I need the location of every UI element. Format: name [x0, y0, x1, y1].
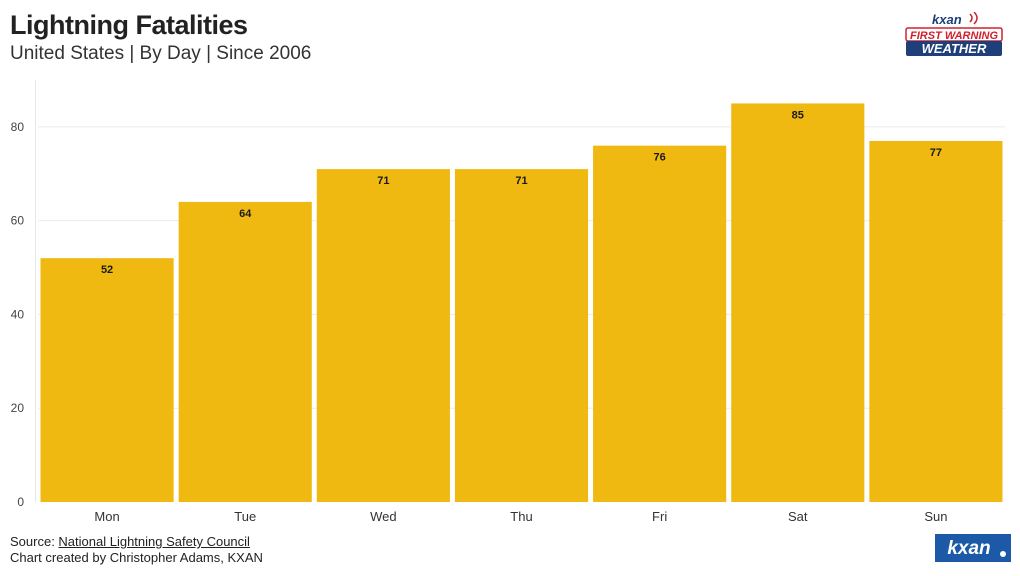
x-tick-label: Sat [788, 509, 808, 524]
bar-fri[interactable] [593, 145, 727, 502]
chart-credit: Chart created by Christopher Adams, KXAN [10, 550, 263, 565]
chart-subtitle: United States | By Day | Since 2006 [10, 43, 312, 64]
bar-wed[interactable] [316, 169, 450, 502]
x-tick-label: Wed [370, 509, 397, 524]
x-tick-label: Thu [510, 509, 532, 524]
logo-bottom-text: kxan [947, 538, 990, 559]
y-tick-label: 80 [11, 120, 25, 134]
kxan-first-warning-weather-logo: kxan FIRST WARNING WEATHER [905, 12, 1003, 56]
chart-title: Lightning Fatalities [10, 10, 248, 40]
x-tick-label: Sun [924, 509, 947, 524]
logo-line1-text: FIRST WARNING [910, 30, 998, 42]
source-line: Source: National Lightning Safety Counci… [10, 534, 250, 550]
data-label: 85 [792, 109, 804, 121]
data-labels: 52 64 71 71 76 85 77 [101, 109, 942, 276]
source-prefix: Source: [10, 534, 59, 549]
x-tick-labels: Mon Tue Wed Thu Fri Sat Sun [94, 509, 947, 524]
bar-sat[interactable] [731, 103, 865, 502]
data-label: 71 [515, 175, 527, 187]
y-tick-label: 20 [11, 401, 25, 415]
bar-sun[interactable] [869, 140, 1003, 502]
data-label: 71 [377, 175, 389, 187]
bar-tue[interactable] [178, 201, 312, 502]
bar-thu[interactable] [454, 169, 589, 502]
x-tick-label: Tue [234, 509, 256, 524]
x-tick-label: Mon [94, 509, 119, 524]
logo-brand-text: kxan [932, 12, 962, 27]
bars [40, 103, 1003, 502]
data-label: 77 [930, 147, 942, 159]
y-tick-labels: 0 20 40 60 80 [11, 120, 25, 509]
y-tick-label: 60 [11, 214, 25, 228]
data-label: 76 [654, 152, 666, 164]
kxan-logo: kxan [935, 534, 1011, 562]
y-tick-label: 0 [17, 495, 24, 509]
data-label: 52 [101, 264, 113, 276]
logo-line2-text: WEATHER [922, 41, 987, 56]
x-tick-label: Fri [652, 509, 667, 524]
source-link[interactable]: National Lightning Safety Council [58, 534, 250, 549]
bar-mon[interactable] [40, 258, 174, 502]
y-tick-label: 40 [11, 307, 25, 321]
data-label: 64 [239, 208, 252, 220]
bar-chart: 0 20 40 60 80 52 64 71 71 76 85 77 Mon Tue Wed Thu Fri… [11, 80, 1005, 524]
